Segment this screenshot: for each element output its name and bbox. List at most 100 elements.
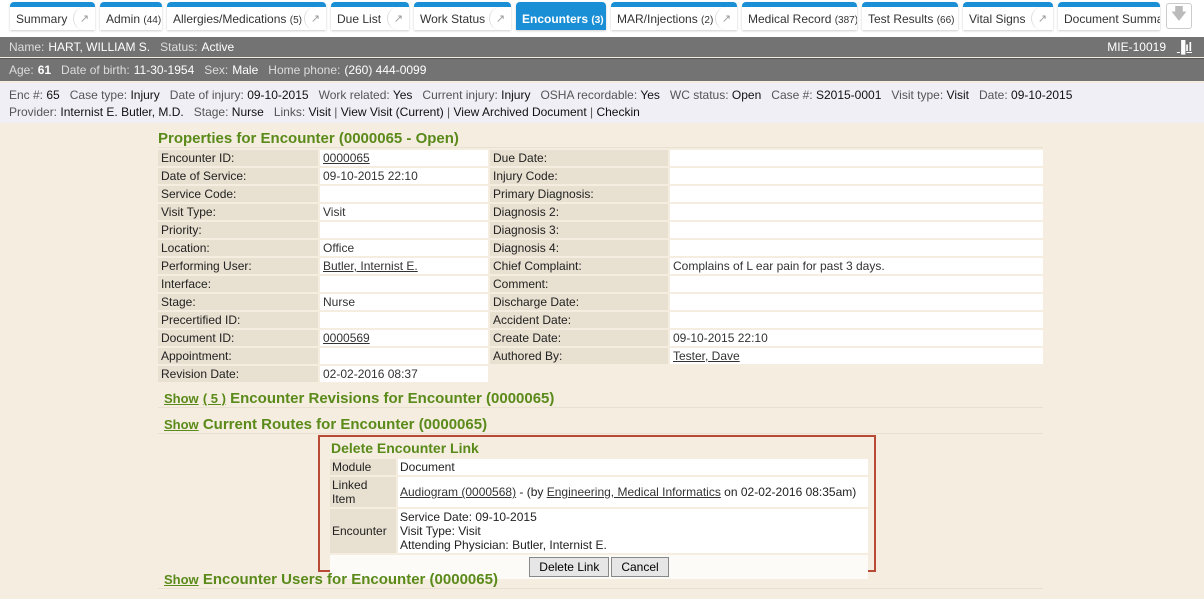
tab-work-status[interactable]: Work Status ↗	[414, 2, 511, 30]
property-value: Complains of L ear pain for past 3 days.	[670, 258, 1043, 274]
tab-label: Allergies/Medications (5)	[167, 12, 304, 26]
encounter-label: Encounter	[330, 509, 396, 553]
tab-mar-injections[interactable]: MAR/Injections (2) ↗	[611, 2, 737, 30]
property-value: 02-02-2016 08:37	[320, 366, 488, 382]
info-value: Injury	[130, 88, 160, 102]
property-value	[670, 366, 1043, 382]
patient-status: Active	[201, 40, 235, 54]
show-revisions-link[interactable]: Show	[164, 391, 199, 406]
cancel-button[interactable]: Cancel	[611, 557, 669, 577]
open-arrow-icon[interactable]: ↗	[387, 7, 409, 30]
revisions-count-link[interactable]: ( 5 )	[202, 391, 226, 406]
property-row: Appointment: Authored By: Tester, Dave	[158, 348, 1043, 364]
property-value: Butler, Internist E.	[320, 258, 488, 274]
property-value: Tester, Dave	[670, 348, 1043, 364]
property-link[interactable]: Tester, Dave	[673, 349, 740, 363]
dialog-actions: Delete Link Cancel	[330, 555, 868, 579]
tab-medical-record[interactable]: Medical Record (387)	[742, 2, 857, 30]
property-label: Service Code:	[158, 186, 318, 202]
tab-label: Due List	[331, 12, 387, 26]
open-arrow-icon[interactable]: ↗	[489, 7, 511, 30]
property-link[interactable]: 0000569	[323, 331, 370, 345]
property-row: Service Code: Primary Diagnosis:	[158, 186, 1043, 202]
section-title: Current Routes for Encounter (0000065)	[202, 416, 488, 433]
info-label: Case type:	[69, 88, 128, 102]
tab-label: Encounters (3)	[516, 12, 606, 26]
open-arrow-icon[interactable]: ↗	[1031, 7, 1053, 30]
encounter-link[interactable]: Checkin	[596, 105, 640, 119]
open-arrow-icon[interactable]: ↗	[715, 7, 737, 30]
section-revisions: Show ( 5 ) Encounter Revisions for Encou…	[158, 390, 1043, 408]
age-label: Age:	[9, 63, 34, 77]
open-arrow-icon[interactable]: ↗	[304, 7, 326, 30]
info-label: Date of injury:	[169, 88, 244, 102]
section-users: Show Encounter Users for Encounter (0000…	[158, 571, 1043, 589]
encounter-info: Enc #: 65 Case type: Injury Date of injury…	[0, 83, 1204, 123]
encounter-link[interactable]: View Visit (Current)	[340, 105, 444, 119]
property-row: Document ID: 0000569 Create Date: 09-10-201…	[158, 330, 1043, 346]
delete-link-button[interactable]: Delete Link	[529, 557, 610, 577]
tab-admin[interactable]: Admin (44)	[100, 2, 162, 30]
linked-item-row: Linked Item Audiogram (0000568) - (by Eng…	[330, 477, 868, 507]
property-label: Diagnosis 2:	[490, 204, 668, 220]
property-label	[490, 366, 668, 382]
property-value	[320, 276, 488, 292]
attending-physician: Attending Physician: Butler, Internist E…	[400, 538, 607, 552]
tab-count: (3)	[591, 14, 604, 26]
tab-label-text: Admin	[106, 11, 141, 26]
info-label: Case #:	[771, 88, 813, 102]
info-label: Stage:	[193, 105, 229, 119]
property-label: Location:	[158, 240, 318, 256]
linked-item-label: Linked Item	[330, 477, 396, 507]
open-arrow-icon[interactable]: ↗	[73, 7, 95, 30]
tab-document-summar[interactable]: Document Summar	[1058, 2, 1160, 30]
property-value	[320, 312, 488, 328]
tab-vital-signs[interactable]: Vital Signs ↗	[963, 2, 1053, 30]
tab-summary[interactable]: Summary ↗	[10, 2, 95, 30]
chart-icon[interactable]: ▐ıl	[1176, 40, 1192, 54]
property-row: Priority: Diagnosis 3:	[158, 222, 1043, 238]
property-value: Office	[320, 240, 488, 256]
tab-bar: Summary ↗ Admin (44) Allergies/Medications …	[0, 0, 1204, 37]
show-users-link[interactable]: Show	[164, 572, 199, 587]
property-value: Nurse	[320, 294, 488, 310]
property-link[interactable]: 0000065	[323, 151, 370, 165]
links-label: Links:	[273, 105, 306, 119]
property-value	[670, 276, 1043, 292]
tab-label-text: Due List	[337, 11, 382, 26]
property-value	[670, 312, 1043, 328]
property-value	[670, 294, 1043, 310]
property-row: Date of Service: 09-10-2015 22:10 Injury C…	[158, 168, 1043, 184]
property-row: Encounter ID: 0000065 Due Date:	[158, 150, 1043, 166]
tab-due-list[interactable]: Due List ↗	[331, 2, 409, 30]
info-value: S2015-0001	[815, 88, 882, 102]
encounter-link[interactable]: Visit	[308, 105, 331, 119]
info-label: Enc #:	[9, 88, 44, 102]
encounter-row: Encounter Service Date: 09-10-2015 Visit T…	[330, 509, 868, 553]
show-routes-link[interactable]: Show	[164, 417, 199, 432]
linked-user-link[interactable]: Engineering, Medical Informatics	[546, 485, 721, 499]
tab-allergies-medications[interactable]: Allergies/Medications (5) ↗	[167, 2, 326, 30]
tab-encounters[interactable]: Encounters (3)	[516, 2, 606, 30]
tab-label: Admin (44)	[100, 12, 162, 26]
scroll-down-arrow-icon[interactable]: 🡇	[1166, 3, 1192, 29]
tab-label: Document Summar	[1058, 12, 1160, 26]
property-label: Date of Service:	[158, 168, 318, 184]
property-label: Document ID:	[158, 330, 318, 346]
property-value	[320, 222, 488, 238]
section-routes: Show Current Routes for Encounter (00000…	[158, 416, 1043, 434]
linked-item-link[interactable]: Audiogram (0000568)	[400, 485, 517, 499]
mrn: MIE-10019	[1107, 40, 1166, 54]
patient-name: HART, WILLIAM S.	[48, 40, 151, 54]
property-value: 0000569	[320, 330, 488, 346]
property-label: Encounter ID:	[158, 150, 318, 166]
properties-title: Properties for Encounter (0000065 - Open…	[158, 130, 1043, 148]
encounter-link[interactable]: View Archived Document	[453, 105, 587, 119]
module-label: Module	[330, 459, 396, 475]
property-link[interactable]: Butler, Internist E.	[323, 259, 418, 273]
tab-count: (2)	[701, 14, 714, 26]
dob-label: Date of birth:	[61, 63, 130, 77]
tab-label-text: Vital Signs	[969, 11, 1026, 26]
tab-label: Medical Record (387)	[742, 12, 857, 26]
tab-test-results[interactable]: Test Results (66)	[862, 2, 958, 30]
